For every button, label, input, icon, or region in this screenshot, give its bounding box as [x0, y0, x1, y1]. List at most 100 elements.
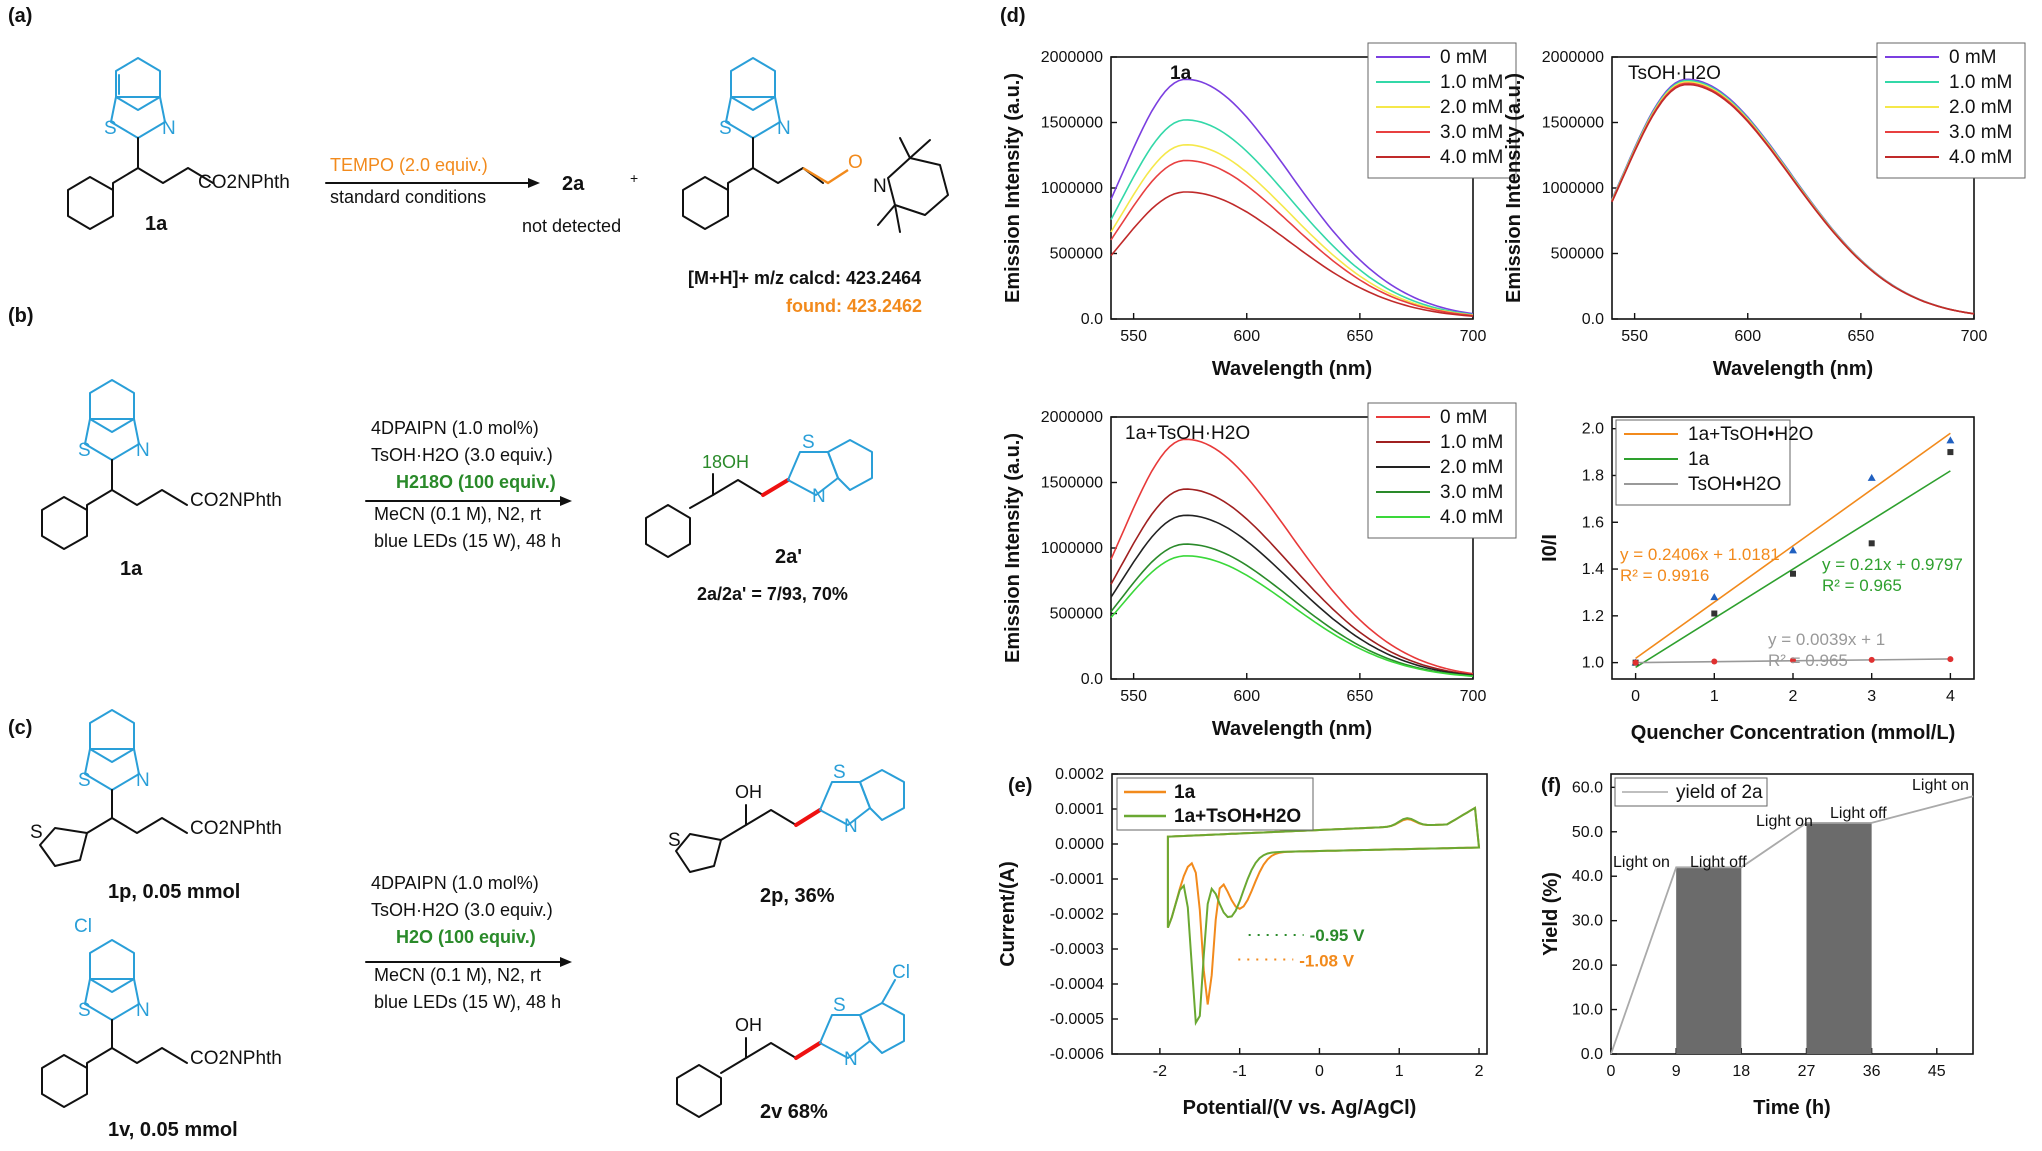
series-line	[1110, 119, 1474, 316]
x-tick-label: 700	[1460, 688, 1487, 705]
atom-n: N	[136, 1000, 150, 1021]
ms-found: found: 423.2462	[786, 296, 922, 316]
tempo-adduct: S N O N	[682, 57, 949, 233]
y-axis-label: Emission Intensity (a.u.)	[1002, 433, 1024, 663]
x-tick-label: 3	[1867, 688, 1876, 705]
light-annotation: Light off	[1690, 854, 1747, 871]
atom-n: N	[136, 770, 150, 791]
x-tick-label: 18	[1732, 1063, 1750, 1080]
light-annotation: Light on	[1912, 777, 1969, 794]
y-tick-label: 500000	[1050, 606, 1103, 623]
product-2v-label: 2v 68%	[760, 1101, 828, 1123]
y-axis-label: Emission Intensity (a.u.)	[1002, 73, 1024, 303]
data-point	[1868, 656, 1875, 663]
legend-label: 1.0 mM	[1949, 72, 2012, 93]
product-label-b: 2a'	[775, 546, 802, 568]
x-tick-label: 0	[1631, 688, 1640, 705]
data-point	[1632, 659, 1639, 666]
series-line	[1110, 514, 1474, 677]
series-line	[1110, 78, 1474, 315]
legend-label: 1a	[1688, 449, 1710, 470]
light-annotation: Light off	[1830, 805, 1887, 822]
cond-c-5: blue LEDs (15 W), 48 h	[374, 992, 561, 1012]
legend-label: 1a+TsOH•H2O	[1688, 424, 1813, 445]
y-tick-label: 1000000	[1041, 540, 1103, 557]
legend-label: 1.0 mM	[1440, 432, 1503, 453]
legend-label: 1a+TsOH•H2O	[1174, 806, 1301, 827]
y-tick-label: 1500000	[1542, 115, 1604, 132]
ratio-b: 2a/2a' = 7/93, 70%	[697, 584, 848, 604]
y-tick-label: 1.0	[1582, 655, 1604, 672]
y-tick-label: 10.0	[1572, 1002, 1603, 1019]
cond-c-3: H2O (100 equiv.)	[396, 927, 536, 947]
atom-s: S	[104, 118, 117, 139]
atom-s-thiophene: S	[668, 830, 681, 851]
legend-label: 2.0 mM	[1440, 97, 1503, 118]
x-tick-label: 600	[1734, 328, 1761, 345]
oh-label: OH	[735, 782, 762, 802]
y-tick-label: 1500000	[1041, 475, 1103, 492]
x-tick-label: 1	[1395, 1063, 1404, 1080]
panel-label-a: (a)	[8, 5, 32, 27]
x-axis-label: Quencher Concentration (mmol/L)	[1631, 722, 1955, 744]
product-2a: 2a	[562, 173, 585, 195]
y-tick-label: 0.0	[1582, 311, 1604, 328]
y-tick-label: 50.0	[1572, 824, 1603, 841]
chart-stern-volmer: 0 1 2 3 4 1.0 1.2 1.4 1.6 1.8 2.0 Quencher Concentr…	[1539, 416, 1975, 744]
fit-line	[1635, 432, 1951, 660]
x-tick-label: 600	[1233, 328, 1260, 345]
atom-n-tempo: N	[873, 176, 887, 197]
cv-curve	[1166, 806, 1481, 1005]
x-tick-label: 700	[1460, 328, 1487, 345]
light-annotation: Light on	[1756, 813, 1813, 830]
chart-emission-tsoh: 550 600 650 700 0.0 500000 1000000 1500000 20000…	[1503, 42, 2026, 380]
legend-label: 4.0 mM	[1440, 147, 1503, 168]
legend-box	[1367, 402, 1517, 539]
oh-label: OH	[735, 1015, 762, 1035]
series-line	[1110, 143, 1474, 316]
x-tick-label: 650	[1347, 688, 1374, 705]
x-tick-label: 45	[1928, 1063, 1946, 1080]
cl-substituent: Cl	[74, 916, 92, 937]
x-axis-label: Wavelength (nm)	[1212, 718, 1372, 740]
atom-n: N	[136, 440, 150, 461]
y-tick-label: 1500000	[1041, 115, 1103, 132]
scheme-c: (c) S N S CO2NPhth 1p, 0.05 mmol Cl S N …	[8, 709, 910, 1141]
substituent-b: CO2NPhth	[190, 490, 282, 511]
y-tick-label: -0.0006	[1050, 1046, 1104, 1063]
y-axis-label: Emission Intensity (a.u.)	[1503, 73, 1525, 303]
fit-line	[1635, 470, 1951, 669]
atom-s: S	[719, 118, 732, 139]
plot-frame	[1610, 773, 1974, 1055]
atom-n: N	[162, 118, 176, 139]
y-tick-label: 0.0	[1081, 671, 1103, 688]
y-tick-label: 0.0	[1581, 1046, 1603, 1063]
substituent-c2: CO2NPhth	[190, 1048, 282, 1069]
fit-equation: y = 0.0039x + 1	[1768, 630, 1885, 649]
data-point	[1946, 436, 1955, 444]
fit-r2: R² = 0.965	[1822, 576, 1902, 595]
x-tick-label: 27	[1798, 1063, 1816, 1080]
panel-label-d: (d)	[1000, 5, 1026, 27]
light-annotation: Light on	[1613, 854, 1670, 871]
atom-s: S	[833, 762, 846, 783]
panel-label-e: (e)	[1008, 775, 1032, 797]
chart-light-onoff: 0 9 18 27 36 45 0.0 10.0 20.0 30.0 40.0 50.0 60.0 Tim…	[1540, 773, 1974, 1119]
cond-c-4: MeCN (0.1 M), N2, rt	[374, 965, 541, 985]
x-tick-label: 650	[1848, 328, 1875, 345]
atom-n: N	[777, 118, 791, 139]
dark-period-bar	[1806, 822, 1872, 1054]
inset-title: 1a	[1170, 63, 1192, 84]
y-tick-label: 40.0	[1572, 868, 1603, 885]
cond-b-3: H218O (100 equiv.)	[396, 472, 556, 492]
y-tick-label: 2000000	[1041, 409, 1103, 426]
y-tick-label: 1.8	[1582, 467, 1604, 484]
x-axis-label: Time (h)	[1753, 1097, 1830, 1119]
series-line	[1110, 159, 1474, 317]
legend-label: 0 mM	[1440, 407, 1488, 428]
x-tick-label: 0	[1315, 1063, 1324, 1080]
panel-label-c: (c)	[8, 717, 32, 739]
data-point	[1947, 449, 1954, 456]
data-point	[1790, 657, 1796, 664]
scheme-b: (b) S N CO2NPhth 1a 4DPAIPN (1.0 mol%) T…	[8, 305, 873, 604]
